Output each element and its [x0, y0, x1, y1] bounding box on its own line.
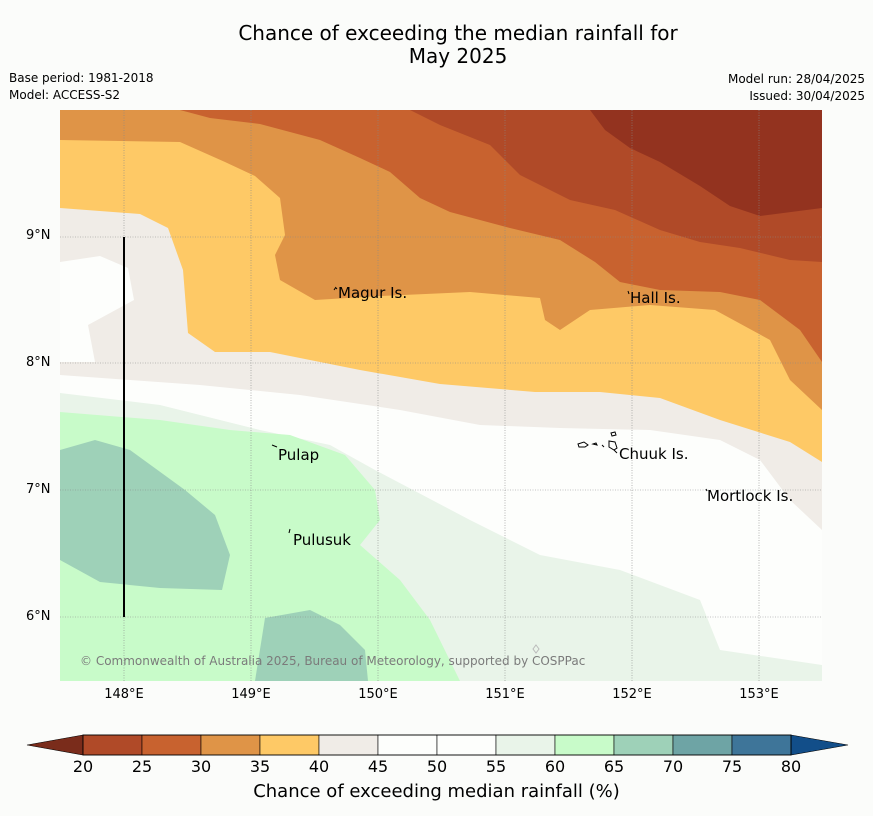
colorbar-segment [554, 734, 615, 756]
title-line-1: Chance of exceeding the median rainfall … [238, 21, 678, 45]
contour-layers [60, 110, 822, 681]
magur-island-shape [333, 286, 338, 291]
meta-left: Base period: 1981-2018 Model: ACCESS-S2 [9, 70, 154, 104]
lon-label-152e: 152°E [612, 687, 652, 702]
colorbar-tick: 65 [603, 757, 625, 776]
colorbar-segment [436, 734, 497, 756]
colorbar-segment [613, 734, 674, 756]
lat-label-7n: 7°N [26, 482, 51, 497]
colorbar-tick: 60 [544, 757, 566, 776]
meta-right: Model run: 28/04/2025 Issued: 30/04/2025 [728, 71, 865, 105]
place-label-magur: Magur Is. [338, 284, 408, 302]
colorbar-label: Chance of exceeding median rainfall (%) [253, 781, 620, 802]
colorbar-segment [731, 734, 792, 756]
islands [271, 286, 708, 654]
lon-label-151e: 151°E [485, 687, 525, 702]
colorbar-segment [672, 734, 733, 756]
colorbar-tick: 50 [426, 757, 448, 776]
place-label-chuuk: Chuuk Is. [619, 445, 689, 463]
colorbar-tick: 35 [249, 757, 271, 776]
place-label-mortlock: Mortlock Is. [707, 487, 794, 505]
colorbar-segment [200, 734, 261, 756]
colorbar-tick: 30 [190, 757, 212, 776]
pulap-island-shape [271, 444, 278, 448]
band-65-70-south [255, 610, 368, 681]
lat-label-9n: 9°N [26, 228, 51, 243]
lat-label-8n: 8°N [26, 355, 51, 370]
colorbar-tick: 70 [662, 757, 684, 776]
small-contour-mark [532, 644, 540, 654]
colorbar-tick: 55 [485, 757, 507, 776]
lon-label-153e: 153°E [739, 687, 779, 702]
map-title: Chance of exceeding the median rainfall … [0, 22, 873, 68]
hall-island-shape [627, 290, 630, 295]
colorbar-tick: 40 [308, 757, 330, 776]
title-line-2: May 2025 [408, 44, 508, 68]
chuuk-islands-shape [577, 431, 618, 454]
pulusuk-island-shape [288, 528, 291, 534]
base-period: Base period: 1981-2018 [9, 71, 154, 85]
lon-label-148e: 148°E [104, 687, 144, 702]
mortlock-island-shape [705, 488, 708, 492]
place-label-pulusuk: Pulusuk [293, 531, 351, 549]
lon-label-150e: 150°E [358, 687, 398, 702]
place-label-pulap: Pulap [278, 446, 320, 464]
colorbar-segment [377, 734, 438, 756]
copyright-notice: © Commonwealth of Australia 2025, Bureau… [80, 654, 586, 668]
issued-date: Issued: 30/04/2025 [749, 89, 865, 103]
lon-label-149e: 149°E [231, 687, 271, 702]
lat-label-6n: 6°N [26, 609, 51, 624]
colorbar-tick: 75 [721, 757, 743, 776]
colorbar-segment [318, 734, 379, 756]
band-65-70-west [60, 440, 230, 590]
colorbar-tick: 25 [131, 757, 153, 776]
colorbar-frame [82, 734, 792, 756]
colorbar-upper-extension [790, 734, 849, 756]
colorbar-tick: 80 [780, 757, 802, 776]
colorbar-lower-extension [26, 734, 84, 756]
band-below-20 [590, 110, 822, 216]
colorbar-tick: 20 [72, 757, 94, 776]
band-45-50-north [60, 256, 134, 362]
colorbar-segment [82, 734, 143, 756]
colorbar-segment [259, 734, 320, 756]
model-name: Model: ACCESS-S2 [9, 88, 121, 102]
colorbar-tick: 45 [367, 757, 389, 776]
colorbar-segments [82, 734, 792, 756]
model-run: Model run: 28/04/2025 [727, 72, 865, 86]
colorbar-segment [141, 734, 202, 756]
colorbar [26, 734, 849, 756]
colorbar-segment [495, 734, 556, 756]
place-label-hall: Hall Is. [630, 289, 681, 307]
